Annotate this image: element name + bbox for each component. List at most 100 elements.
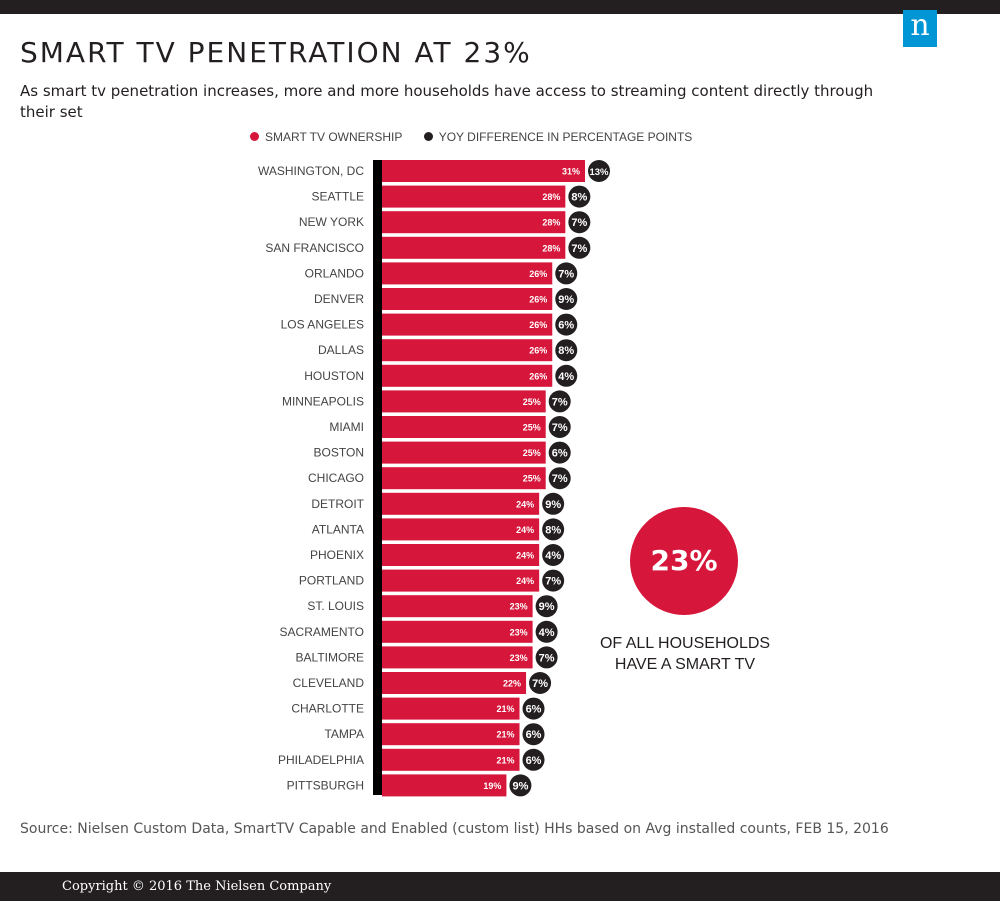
ownership-value-label: 28% [542,192,560,202]
callout-circle: 23% [630,507,738,615]
yoy-dot [568,185,591,208]
source-note: Source: Nielsen Custom Data, SmartTV Cap… [20,821,889,837]
category-label: HOUSTON [304,369,364,383]
axis-line [373,160,382,795]
ownership-value-label: 28% [542,243,560,253]
ownership-value-label: 25% [523,397,541,407]
category-label: TAMPA [324,727,364,741]
yoy-dot [542,569,565,592]
ownership-bar [382,569,540,592]
callout-caption-line2: HAVE A SMART TV [614,656,756,673]
category-label: MIAMI [329,420,364,434]
yoy-value-label: 6% [526,755,542,767]
category-label: DETROIT [311,497,364,511]
yoy-value-label: 4% [558,371,574,383]
ownership-bar [382,672,527,694]
callout-caption: OF ALL HOUSEHOLDS HAVE A SMART TV [585,633,785,675]
ownership-value-label: 25% [523,448,541,458]
yoy-dot [548,441,571,464]
yoy-value-label: 6% [526,729,542,741]
category-label: ATLANTA [312,522,364,536]
yoy-value-label: 7% [552,422,568,434]
yoy-value-label: 8% [545,524,561,536]
ownership-value-label: 26% [529,269,547,279]
category-label: ST. LOUIS [307,599,364,613]
yoy-dot [555,313,578,336]
category-label: NEW YORK [299,215,364,229]
category-label: WASHINGTON, DC [258,164,364,178]
category-label: CHARLOTTE [291,702,364,716]
category-label: PORTLAND [299,574,364,588]
ownership-bar [382,441,546,464]
yoy-dot [529,672,552,694]
category-label: BOSTON [314,446,364,460]
ownership-value-label: 26% [529,346,547,356]
yoy-value-label: 13% [589,167,609,178]
yoy-value-label: 9% [539,601,555,613]
yoy-dot [568,211,591,234]
ownership-value-label: 23% [510,627,528,637]
category-label: DENVER [314,292,364,306]
yoy-dot [535,595,558,618]
yoy-value-label: 7% [571,217,587,229]
yoy-value-label: 7% [552,396,568,408]
ownership-bar [382,774,507,797]
yoy-dot [535,620,558,643]
yoy-value-label: 9% [545,499,561,511]
category-label: CHICAGO [308,471,364,485]
yoy-value-label: 8% [571,192,587,204]
ownership-value-label: 21% [497,730,515,740]
ownership-value-label: 22% [503,679,521,689]
yoy-value-label: 4% [545,550,561,562]
category-label: SACRAMENTO [280,625,364,639]
yoy-value-label: 9% [558,294,574,306]
category-label: PITTSBURGH [287,778,364,792]
ownership-bar [382,288,553,310]
ownership-value-label: 24% [516,499,534,509]
category-label: SAN FRANCISCO [265,241,364,255]
ownership-bar [382,364,553,387]
legend-swatch-yoy [423,132,433,141]
ownership-bar [382,492,540,515]
ownership-bar [382,748,520,771]
yoy-dot [535,646,558,669]
ownership-bar [382,185,566,208]
ownership-bar [382,723,520,746]
ownership-value-label: 23% [510,602,528,612]
yoy-dot [522,697,545,720]
yoy-dot [555,288,578,310]
yoy-dot [509,774,532,797]
legend-label-ownership: SMART TV OWNERSHIP [265,130,403,144]
legend-label-yoy: YOY DIFFERENCE IN PERCENTAGE POINTS [438,130,693,144]
ownership-value-label: 21% [497,704,515,714]
category-label: SEATTLE [312,190,364,204]
category-label: PHOENIX [310,548,364,562]
category-label: PHILADELPHIA [278,753,364,767]
ownership-bar [382,313,553,336]
yoy-value-label: 7% [571,243,587,255]
ownership-value-label: 24% [516,551,534,561]
ownership-bar [382,467,546,490]
yoy-value-label: 6% [526,704,542,716]
category-label: DALLAS [318,343,364,357]
yoy-value-label: 7% [539,652,555,664]
top-bar [0,0,1000,14]
yoy-value-label: 4% [539,627,555,639]
yoy-dot [542,518,565,541]
category-label: ORLANDO [305,266,364,280]
page-subtitle: As smart tv penetration increases, more … [20,82,874,121]
category-label: MINNEAPOLIS [282,394,364,408]
yoy-dot [568,236,591,259]
ownership-value-label: 26% [529,295,547,305]
ownership-value-label: 26% [529,371,547,381]
ownership-value-label: 26% [529,320,547,330]
nielsen-logo: n [903,10,937,47]
ownership-value-label: 19% [483,781,501,791]
page-title: SMART TV PENETRATION AT 23% [20,36,532,69]
yoy-value-label: 6% [558,320,574,332]
ownership-bar [382,595,533,618]
ownership-value-label: 23% [510,653,528,663]
ownership-value-label: 31% [562,167,580,177]
yoy-value-label: 6% [552,448,568,460]
